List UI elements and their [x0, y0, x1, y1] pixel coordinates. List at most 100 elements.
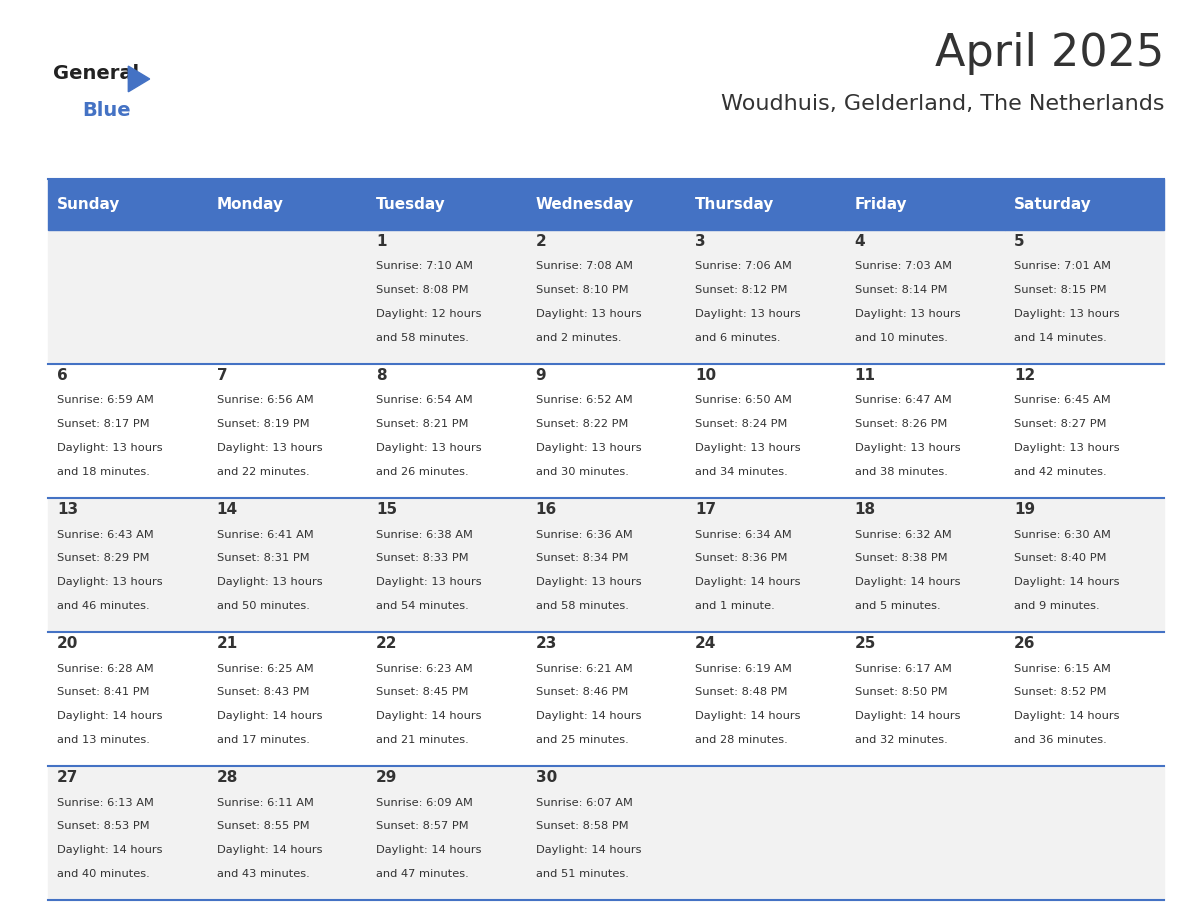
Text: 24: 24	[695, 636, 716, 651]
Text: Sunset: 8:33 PM: Sunset: 8:33 PM	[377, 554, 469, 564]
Text: Daylight: 13 hours: Daylight: 13 hours	[695, 309, 801, 319]
Text: Sunrise: 6:50 AM: Sunrise: 6:50 AM	[695, 396, 792, 406]
Text: Sunrise: 6:59 AM: Sunrise: 6:59 AM	[57, 396, 154, 406]
Text: and 34 minutes.: and 34 minutes.	[695, 467, 788, 477]
Text: Daylight: 14 hours: Daylight: 14 hours	[536, 845, 642, 856]
Text: Sunset: 8:36 PM: Sunset: 8:36 PM	[695, 554, 788, 564]
Text: Sunset: 8:46 PM: Sunset: 8:46 PM	[536, 688, 628, 698]
Text: 8: 8	[377, 368, 387, 383]
Text: Sunset: 8:08 PM: Sunset: 8:08 PM	[377, 285, 469, 296]
Text: 26: 26	[1015, 636, 1036, 651]
Text: Sunset: 8:55 PM: Sunset: 8:55 PM	[216, 822, 309, 832]
Text: Sunset: 8:53 PM: Sunset: 8:53 PM	[57, 822, 150, 832]
Text: Daylight: 13 hours: Daylight: 13 hours	[536, 577, 642, 588]
Text: 21: 21	[216, 636, 238, 651]
Bar	[48, 364, 1164, 498]
Text: Friday: Friday	[854, 196, 908, 212]
Text: and 2 minutes.: and 2 minutes.	[536, 333, 621, 343]
Text: Sunset: 8:21 PM: Sunset: 8:21 PM	[377, 420, 468, 430]
Text: Sunset: 8:26 PM: Sunset: 8:26 PM	[854, 420, 947, 430]
Text: Sunrise: 6:30 AM: Sunrise: 6:30 AM	[1015, 530, 1111, 540]
Text: Daylight: 14 hours: Daylight: 14 hours	[216, 711, 322, 722]
Text: 3: 3	[695, 234, 706, 249]
Text: Sunrise: 6:11 AM: Sunrise: 6:11 AM	[216, 798, 314, 808]
Text: and 17 minutes.: and 17 minutes.	[216, 735, 309, 745]
Bar	[207, 179, 367, 230]
Text: Daylight: 13 hours: Daylight: 13 hours	[377, 577, 481, 588]
Bar	[48, 179, 207, 230]
Text: and 36 minutes.: and 36 minutes.	[1015, 735, 1107, 745]
Text: 16: 16	[536, 502, 557, 517]
Text: Sunrise: 7:08 AM: Sunrise: 7:08 AM	[536, 262, 633, 272]
Text: Monday: Monday	[216, 196, 284, 212]
Text: Sunset: 8:15 PM: Sunset: 8:15 PM	[1015, 285, 1107, 296]
Text: 11: 11	[854, 368, 876, 383]
Text: Daylight: 14 hours: Daylight: 14 hours	[854, 711, 960, 722]
Text: Sunset: 8:50 PM: Sunset: 8:50 PM	[854, 688, 947, 698]
Bar	[367, 179, 526, 230]
Bar	[526, 179, 685, 230]
Bar	[845, 179, 1005, 230]
Text: Sunrise: 6:47 AM: Sunrise: 6:47 AM	[854, 396, 952, 406]
Text: 5: 5	[1015, 234, 1025, 249]
Text: Daylight: 14 hours: Daylight: 14 hours	[695, 577, 801, 588]
Text: and 58 minutes.: and 58 minutes.	[536, 601, 628, 611]
Text: Daylight: 13 hours: Daylight: 13 hours	[854, 309, 960, 319]
Text: Daylight: 12 hours: Daylight: 12 hours	[377, 309, 481, 319]
Text: and 22 minutes.: and 22 minutes.	[216, 467, 309, 477]
Bar	[48, 632, 1164, 766]
Text: Sunrise: 6:45 AM: Sunrise: 6:45 AM	[1015, 396, 1111, 406]
Text: and 25 minutes.: and 25 minutes.	[536, 735, 628, 745]
Text: Sunrise: 6:25 AM: Sunrise: 6:25 AM	[216, 664, 314, 674]
Text: and 47 minutes.: and 47 minutes.	[377, 869, 469, 879]
Text: and 28 minutes.: and 28 minutes.	[695, 735, 788, 745]
Text: 7: 7	[216, 368, 227, 383]
Text: Daylight: 14 hours: Daylight: 14 hours	[216, 845, 322, 856]
Text: and 30 minutes.: and 30 minutes.	[536, 467, 628, 477]
Text: Sunrise: 6:19 AM: Sunrise: 6:19 AM	[695, 664, 792, 674]
Text: 17: 17	[695, 502, 716, 517]
Text: Daylight: 14 hours: Daylight: 14 hours	[1015, 577, 1120, 588]
Text: Saturday: Saturday	[1015, 196, 1092, 212]
Text: Sunrise: 6:17 AM: Sunrise: 6:17 AM	[854, 664, 952, 674]
Text: 19: 19	[1015, 502, 1035, 517]
Text: Daylight: 13 hours: Daylight: 13 hours	[536, 443, 642, 453]
Bar	[48, 230, 1164, 364]
Text: 20: 20	[57, 636, 78, 651]
Text: 30: 30	[536, 770, 557, 785]
Text: Sunrise: 6:52 AM: Sunrise: 6:52 AM	[536, 396, 632, 406]
Text: Sunrise: 6:28 AM: Sunrise: 6:28 AM	[57, 664, 153, 674]
Text: Sunset: 8:14 PM: Sunset: 8:14 PM	[854, 285, 947, 296]
Text: Daylight: 13 hours: Daylight: 13 hours	[216, 443, 322, 453]
Text: Sunrise: 6:09 AM: Sunrise: 6:09 AM	[377, 798, 473, 808]
Text: 1: 1	[377, 234, 386, 249]
Text: 13: 13	[57, 502, 78, 517]
Text: Sunset: 8:22 PM: Sunset: 8:22 PM	[536, 420, 628, 430]
Text: 29: 29	[377, 770, 398, 785]
Text: Sunday: Sunday	[57, 196, 120, 212]
Text: 4: 4	[854, 234, 865, 249]
Text: Daylight: 14 hours: Daylight: 14 hours	[536, 711, 642, 722]
Text: and 32 minutes.: and 32 minutes.	[854, 735, 948, 745]
Text: Daylight: 13 hours: Daylight: 13 hours	[1015, 309, 1120, 319]
Text: 18: 18	[854, 502, 876, 517]
Text: and 1 minute.: and 1 minute.	[695, 601, 775, 611]
Text: Daylight: 13 hours: Daylight: 13 hours	[57, 577, 163, 588]
Text: 27: 27	[57, 770, 78, 785]
Text: Woudhuis, Gelderland, The Netherlands: Woudhuis, Gelderland, The Netherlands	[721, 94, 1164, 114]
Text: Daylight: 13 hours: Daylight: 13 hours	[536, 309, 642, 319]
Bar	[685, 179, 845, 230]
Text: and 51 minutes.: and 51 minutes.	[536, 869, 628, 879]
Text: 28: 28	[216, 770, 238, 785]
Text: Daylight: 14 hours: Daylight: 14 hours	[377, 845, 481, 856]
Polygon shape	[128, 66, 150, 92]
Text: Sunset: 8:31 PM: Sunset: 8:31 PM	[216, 554, 309, 564]
Text: Sunset: 8:24 PM: Sunset: 8:24 PM	[695, 420, 788, 430]
Text: 23: 23	[536, 636, 557, 651]
Text: Daylight: 14 hours: Daylight: 14 hours	[1015, 711, 1120, 722]
Text: Blue: Blue	[82, 101, 131, 120]
Text: and 10 minutes.: and 10 minutes.	[854, 333, 948, 343]
Text: Sunset: 8:34 PM: Sunset: 8:34 PM	[536, 554, 628, 564]
Text: Sunset: 8:10 PM: Sunset: 8:10 PM	[536, 285, 628, 296]
Text: and 38 minutes.: and 38 minutes.	[854, 467, 948, 477]
